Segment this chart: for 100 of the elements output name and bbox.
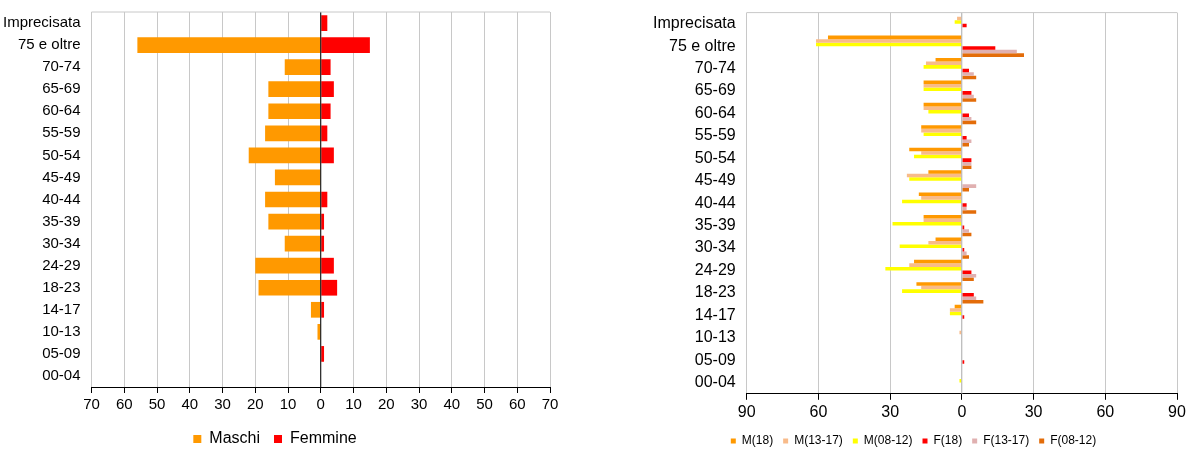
y-tick-label: 45-49 [694, 171, 736, 189]
bar [265, 125, 321, 142]
bar [962, 184, 977, 188]
y-tick-label: 30-34 [694, 238, 736, 256]
bar [962, 135, 967, 140]
bar [321, 15, 328, 31]
legend-label: Femmine [290, 429, 357, 447]
legend-label: M(13-17) [794, 433, 843, 448]
y-tick-label: Imprecisata [652, 14, 736, 32]
y-tick-label: 65-69 [42, 79, 81, 97]
x-tick-label: 90 [737, 402, 756, 420]
y-tick-label: 24-29 [694, 260, 736, 278]
bar [321, 103, 331, 120]
bar [962, 274, 977, 278]
bar [137, 37, 321, 53]
x-tick-label: 30 [410, 395, 428, 413]
y-tick-label: 10-13 [42, 321, 81, 339]
legend-label: M(18) [741, 433, 774, 448]
x-tick-label: 10 [279, 395, 297, 413]
bar [921, 125, 962, 129]
bar [923, 65, 962, 69]
y-tick-label: 75 e oltre [668, 36, 736, 54]
bar [962, 251, 967, 256]
y-tick-label: 75 e oltre [17, 35, 81, 53]
bar [935, 58, 962, 62]
bar [321, 81, 334, 98]
x-tick-label: 0 [316, 395, 325, 413]
bar [935, 237, 962, 241]
bar [962, 206, 967, 211]
legend-label: F(18) [933, 433, 963, 448]
y-tick-label: Imprecisata [3, 13, 82, 31]
bar [310, 301, 321, 318]
bar [962, 72, 974, 76]
y-tick-label: 45-49 [42, 167, 81, 185]
bar [909, 177, 962, 181]
bar [321, 213, 325, 230]
y-tick-label: 40-44 [694, 193, 736, 211]
y-tick-label: 00-04 [42, 366, 81, 384]
bar [921, 151, 962, 155]
bar [962, 158, 972, 162]
bar [321, 301, 325, 318]
bar [962, 255, 970, 259]
bar [321, 257, 334, 274]
x-tick-label: 20 [377, 395, 395, 413]
y-tick-label: 10-13 [694, 328, 736, 346]
y-tick-label: 70-74 [694, 59, 736, 77]
legend-label: M(08-12) [863, 433, 913, 448]
bar [962, 165, 972, 169]
x-tick-label: 50 [148, 395, 166, 413]
bar [899, 244, 962, 249]
x-tick-label: 40 [181, 395, 199, 413]
x-tick-label: 20 [246, 395, 264, 413]
y-tick-label: 05-09 [694, 350, 736, 368]
x-tick-label: 30 [214, 395, 231, 413]
bar [268, 81, 321, 98]
y-tick-label: 55-59 [694, 126, 736, 144]
bar [255, 257, 321, 274]
bar [284, 235, 321, 252]
y-tick-label: 14-17 [42, 299, 81, 317]
bar [962, 46, 996, 50]
bar [321, 235, 325, 252]
bar [962, 53, 1024, 57]
x-tick-label: 30 [1024, 402, 1043, 420]
bar [321, 346, 325, 362]
bar [962, 210, 977, 214]
bar [949, 308, 962, 312]
x-tick-label: 90 [1168, 402, 1186, 420]
bar [265, 191, 321, 208]
y-tick-label: 60-64 [42, 101, 81, 119]
x-tick-label: 60 [809, 402, 828, 420]
bar [954, 20, 962, 24]
y-tick-label: 05-09 [42, 344, 81, 362]
bar [248, 147, 321, 164]
y-tick-label: 00-04 [694, 372, 736, 390]
bar [268, 213, 321, 230]
x-tick-label: 50 [476, 395, 493, 413]
bar [962, 139, 972, 144]
bar [321, 37, 370, 53]
bar [962, 143, 970, 147]
bar [923, 132, 962, 136]
bar [962, 117, 972, 121]
legend-label: Maschi [209, 429, 261, 447]
bar [962, 296, 977, 300]
legend-label: F(08-12) [1050, 433, 1097, 448]
x-tick-label: 10 [345, 395, 362, 413]
bar [321, 191, 328, 208]
bar [916, 282, 962, 286]
bar [909, 263, 962, 267]
y-tick-label: 35-39 [42, 211, 81, 229]
bar [962, 98, 977, 102]
y-tick-label: 35-39 [694, 216, 736, 234]
bar [321, 147, 334, 164]
legend-label: F(13-17) [983, 433, 1030, 448]
x-tick-label: 40 [443, 395, 461, 413]
y-tick-label: 40-44 [42, 189, 81, 207]
bar [923, 214, 962, 219]
y-tick-label: 60-64 [694, 103, 736, 121]
bar [962, 229, 970, 233]
bar [268, 103, 321, 120]
x-tick-label: 70 [83, 395, 100, 413]
